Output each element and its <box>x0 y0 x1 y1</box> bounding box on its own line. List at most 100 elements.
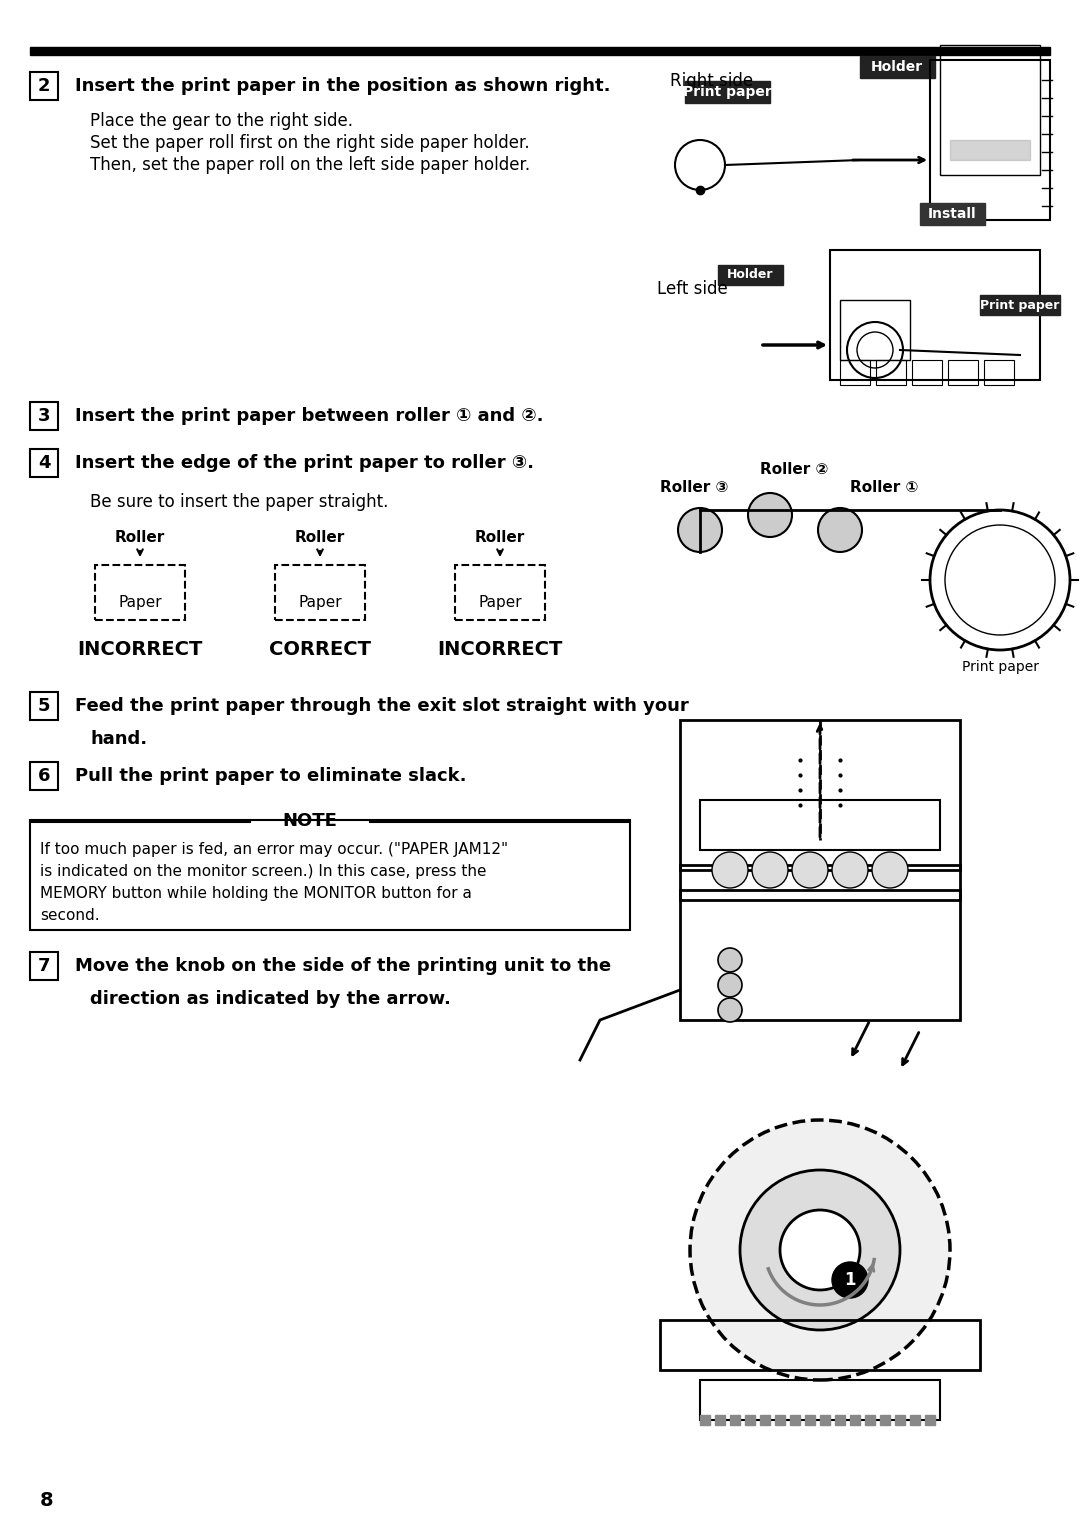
Bar <box>840 359 870 385</box>
Text: Feed the print paper through the exit slot straight with your: Feed the print paper through the exit sl… <box>75 697 689 716</box>
Text: Holder: Holder <box>870 60 923 73</box>
Bar <box>948 359 978 385</box>
Bar <box>910 1414 920 1425</box>
Bar <box>924 1414 935 1425</box>
Bar <box>820 1414 831 1425</box>
Text: 4: 4 <box>38 454 51 472</box>
Bar <box>30 820 630 930</box>
Text: Print paper: Print paper <box>981 298 1059 312</box>
Bar <box>460 567 540 590</box>
Circle shape <box>780 1209 860 1290</box>
Circle shape <box>690 1121 950 1381</box>
Circle shape <box>872 852 908 888</box>
Bar <box>920 203 985 225</box>
Bar <box>730 1414 740 1425</box>
Text: CORRECT: CORRECT <box>269 641 372 659</box>
Bar <box>685 81 770 102</box>
Text: direction as indicated by the arrow.: direction as indicated by the arrow. <box>90 989 450 1008</box>
Text: Then, set the paper roll on the left side paper holder.: Then, set the paper roll on the left sid… <box>90 156 530 174</box>
Bar <box>455 566 545 619</box>
Bar <box>30 47 1050 55</box>
Bar <box>789 1414 800 1425</box>
Text: Paper: Paper <box>298 595 341 610</box>
Text: hand.: hand. <box>90 729 147 748</box>
Bar <box>860 57 935 78</box>
Text: Right side: Right side <box>670 72 753 90</box>
Text: Install: Install <box>928 206 976 222</box>
Text: 7: 7 <box>38 957 51 976</box>
Circle shape <box>678 508 723 552</box>
Bar <box>840 300 910 359</box>
Text: Insert the print paper in the position as shown right.: Insert the print paper in the position a… <box>75 76 610 95</box>
Text: INCORRECT: INCORRECT <box>437 641 563 659</box>
Bar <box>700 1414 710 1425</box>
Circle shape <box>712 852 748 888</box>
Bar <box>912 359 942 385</box>
Bar <box>775 1414 785 1425</box>
Bar <box>984 359 1014 385</box>
Bar <box>930 60 1050 220</box>
Bar <box>30 761 58 790</box>
Circle shape <box>818 508 862 552</box>
Bar <box>30 402 58 430</box>
Bar <box>700 800 940 850</box>
Bar <box>831 251 1040 381</box>
Bar <box>660 1320 980 1370</box>
Text: Paper: Paper <box>118 595 162 610</box>
Circle shape <box>740 1170 900 1330</box>
Circle shape <box>718 972 742 997</box>
Bar <box>805 1414 815 1425</box>
Bar <box>95 566 185 619</box>
Text: Be sure to insert the paper straight.: Be sure to insert the paper straight. <box>90 492 389 511</box>
Bar <box>980 295 1059 315</box>
Circle shape <box>832 1261 868 1298</box>
Circle shape <box>718 998 742 1021</box>
Text: Insert the print paper between roller ① and ②.: Insert the print paper between roller ① … <box>75 407 543 425</box>
Text: Place the gear to the right side.: Place the gear to the right side. <box>90 112 353 130</box>
Text: Roller ①: Roller ① <box>850 480 918 495</box>
Bar <box>940 44 1040 174</box>
Text: Roller ③: Roller ③ <box>660 480 728 495</box>
Text: Set the paper roll first on the right side paper holder.: Set the paper roll first on the right si… <box>90 135 529 151</box>
Text: Pull the print paper to eliminate slack.: Pull the print paper to eliminate slack. <box>75 768 467 784</box>
Text: Print paper: Print paper <box>683 86 771 99</box>
Text: INCORRECT: INCORRECT <box>78 641 203 659</box>
Text: 2: 2 <box>38 76 51 95</box>
Text: Paper: Paper <box>478 595 522 610</box>
Text: Roller: Roller <box>475 531 525 544</box>
Bar <box>835 1414 845 1425</box>
Bar <box>30 953 58 980</box>
Circle shape <box>792 852 828 888</box>
Text: Roller: Roller <box>114 531 165 544</box>
Bar <box>950 141 1030 161</box>
Text: Print paper: Print paper <box>961 661 1039 674</box>
Text: 6: 6 <box>38 768 51 784</box>
Bar <box>880 1414 890 1425</box>
Bar <box>745 1414 755 1425</box>
Bar <box>30 72 58 99</box>
Bar <box>680 720 960 870</box>
Bar <box>30 693 58 720</box>
Text: is indicated on the monitor screen.) In this case, press the: is indicated on the monitor screen.) In … <box>40 864 486 879</box>
Bar <box>275 566 365 619</box>
Text: Roller ②: Roller ② <box>760 462 828 477</box>
Text: 1: 1 <box>845 1271 855 1289</box>
Text: Move the knob on the side of the printing unit to the: Move the knob on the side of the printin… <box>75 957 611 976</box>
Text: second.: second. <box>40 908 99 924</box>
Circle shape <box>752 852 788 888</box>
Text: 3: 3 <box>38 407 51 425</box>
Text: 5: 5 <box>38 697 51 716</box>
Bar <box>30 450 58 477</box>
Text: If too much paper is fed, an error may occur. ("PAPER JAM12": If too much paper is fed, an error may o… <box>40 842 508 856</box>
Bar <box>280 567 360 590</box>
Bar <box>895 1414 905 1425</box>
Bar <box>100 567 180 590</box>
Bar <box>715 1414 725 1425</box>
Text: 8: 8 <box>40 1491 54 1511</box>
Bar <box>850 1414 860 1425</box>
Circle shape <box>832 852 868 888</box>
Text: Insert the edge of the print paper to roller ③.: Insert the edge of the print paper to ro… <box>75 454 534 472</box>
Bar <box>760 1414 770 1425</box>
Text: Holder: Holder <box>727 269 773 281</box>
Text: NOTE: NOTE <box>283 812 337 830</box>
